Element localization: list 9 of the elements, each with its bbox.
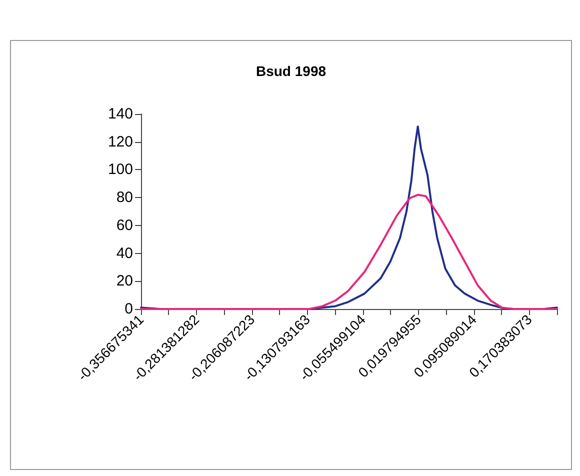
y-tick-label: 120 [108, 133, 133, 150]
y-tick-label: 80 [116, 189, 133, 206]
y-tick-label: 100 [108, 161, 133, 178]
y-tick-label: 60 [116, 216, 133, 234]
y-tick-label: 140 [108, 106, 133, 122]
chart-title: Bsud 1998 [256, 63, 326, 79]
y-tick-label: 40 [116, 244, 133, 262]
y-tick-label: 20 [116, 272, 133, 290]
y-tick-label: 0 [124, 300, 133, 318]
